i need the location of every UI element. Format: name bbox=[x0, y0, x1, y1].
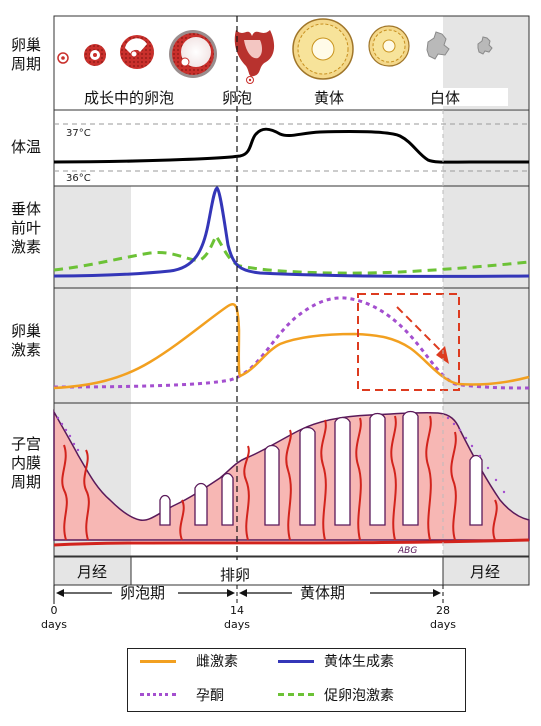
day-28-unit: days bbox=[430, 618, 456, 631]
day-ticks: 0 days 14 days 28 days bbox=[41, 604, 456, 631]
corpus-albicans-text: 白体 bbox=[430, 89, 460, 107]
artist-signature: ABG bbox=[397, 546, 417, 556]
follicular-arrowhead-right-icon bbox=[227, 589, 235, 597]
follicular-arrowhead-left-icon bbox=[56, 589, 64, 597]
pituitary-row bbox=[53, 186, 530, 278]
endometrium-label-line3: 周期 bbox=[10, 473, 41, 491]
decline-arrow-head-icon bbox=[436, 346, 449, 364]
legend-fsh-label: 促卵泡激素 bbox=[324, 688, 394, 704]
ovulation-text: 排卵 bbox=[220, 566, 250, 584]
legend-progesterone-label: 孕酮 bbox=[196, 688, 224, 704]
legend-progesterone-swatch bbox=[140, 693, 176, 696]
albicans-label-backdrop bbox=[430, 88, 508, 106]
corpus-albicans-icon bbox=[426, 31, 493, 60]
endometrium-label-line1: 子宫 bbox=[10, 435, 41, 453]
phase-arrows: 卵泡期 黄体期 bbox=[53, 584, 444, 604]
phase-bar: 月经 月经 排卵 bbox=[53, 556, 530, 586]
fsh-curve bbox=[53, 233, 530, 275]
primordial-follicle-icon bbox=[57, 52, 69, 64]
temp-shade-right bbox=[443, 110, 529, 186]
pituitary-label-line2: 前叶 bbox=[10, 219, 41, 237]
day-28-number: 28 bbox=[436, 604, 450, 617]
legend-lh-label: 黄体生成素 bbox=[324, 654, 394, 670]
legend: 雌激素 黄体生成素 孕酮 促卵泡激素 bbox=[127, 648, 466, 712]
basal-artery bbox=[53, 538, 530, 547]
legend-estrogen-swatch bbox=[140, 660, 176, 663]
luteal-arrowhead-right-icon bbox=[433, 589, 441, 597]
menses-left-box bbox=[53, 556, 132, 586]
ovary-illustrations: 成长中的卵泡 卵泡 黄体 白体 bbox=[57, 18, 508, 107]
endometrium-row: ABG bbox=[53, 409, 530, 556]
luteal-decline-highlight-box bbox=[357, 293, 460, 391]
ovulating-follicle-icon bbox=[234, 30, 275, 84]
panel-borders bbox=[53, 15, 530, 557]
decline-arrow-shaft bbox=[396, 306, 441, 351]
legend-estrogen-label: 雌激素 bbox=[196, 654, 238, 670]
luteal-phase-text: 黄体期 bbox=[300, 584, 345, 602]
day-0-unit: days bbox=[41, 618, 67, 631]
legend-fsh-swatch bbox=[278, 693, 314, 696]
endometrial-glands bbox=[159, 410, 483, 526]
pituitary-label: 垂体 前叶 激素 bbox=[4, 200, 48, 257]
primary-follicle-icon bbox=[84, 44, 106, 66]
corpus-luteum-text: 黄体 bbox=[314, 89, 344, 107]
menses-left-text: 月经 bbox=[77, 563, 107, 581]
body-temp-label: 体温 bbox=[10, 138, 41, 156]
legend-lh-swatch bbox=[278, 660, 314, 663]
ovarian-hormones-row bbox=[53, 293, 530, 391]
estrogen-curve bbox=[53, 303, 530, 390]
secondary-follicle-icon bbox=[120, 35, 154, 69]
ovarian-hormones-label: 卵巢 激素 bbox=[4, 322, 48, 360]
endometrium-label: 子宫 内膜 周期 bbox=[4, 435, 48, 492]
menses-right-text: 月经 bbox=[470, 563, 500, 581]
temp-37-label: 37°C bbox=[66, 128, 91, 139]
pituitary-label-line1: 垂体 bbox=[10, 200, 41, 218]
basal-body-temperature-curve bbox=[53, 127, 529, 164]
shedding-debris bbox=[56, 416, 506, 494]
ovarian-hormones-label-line1: 卵巢 bbox=[10, 322, 41, 340]
endometrium-label-line2: 内膜 bbox=[10, 454, 41, 472]
luteal-arrowhead-left-icon bbox=[239, 589, 247, 597]
lh-curve bbox=[53, 186, 530, 278]
temperature-row: 37°C 36°C bbox=[53, 123, 529, 184]
day-0-number: 0 bbox=[51, 604, 58, 617]
spiral-arteries bbox=[61, 415, 498, 541]
ovarian-hormones-label-line2: 激素 bbox=[10, 341, 41, 359]
follicular-phase-text: 卵泡期 bbox=[120, 584, 165, 602]
menses-right-box bbox=[442, 556, 530, 586]
tertiary-follicle-icon bbox=[169, 30, 217, 78]
regressing-corpus-luteum-icon bbox=[368, 25, 410, 67]
ovarian-cycle-label-line2: 周期 bbox=[10, 55, 41, 73]
pituitary-label-line3: 激素 bbox=[10, 238, 41, 256]
growing-follicle-text: 成长中的卵泡 bbox=[84, 89, 174, 107]
day-14-number: 14 bbox=[230, 604, 244, 617]
day-14-unit: days bbox=[224, 618, 250, 631]
corpus-luteum-icon bbox=[292, 18, 354, 80]
temp-36-label: 36°C bbox=[66, 173, 91, 184]
ovarian-cycle-label: 卵巢 周期 bbox=[4, 36, 48, 74]
ovarian-cycle-label-line1: 卵巢 bbox=[10, 36, 41, 54]
